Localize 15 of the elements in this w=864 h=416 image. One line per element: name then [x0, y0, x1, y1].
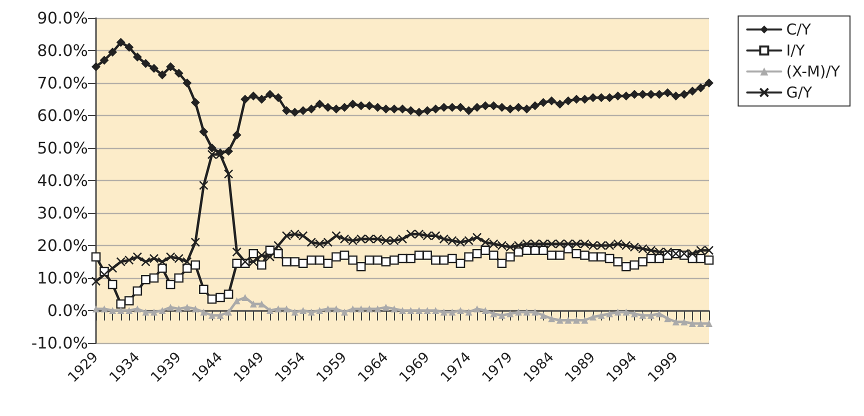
y-tick-label: -10.0% [31, 334, 88, 352]
y-tick-label: 80.0% [37, 41, 88, 60]
y-tick-label: 60.0% [37, 106, 88, 125]
legend-label: (X-M)/Y [786, 62, 841, 80]
y-tick-label: 20.0% [37, 236, 88, 255]
y-tick-label: 50.0% [37, 138, 88, 158]
y-tick-label: 90.0% [37, 8, 88, 28]
legend-label: G/Y [786, 84, 813, 102]
y-tick-label: 0.0% [47, 301, 88, 320]
y-tick-label: 30.0% [37, 204, 88, 222]
y-tick-label: 70.0% [37, 74, 88, 92]
legend-label: C/Y [786, 20, 812, 38]
legend-label: I/Y [786, 42, 806, 60]
y-tick-label: 40.0% [37, 171, 88, 190]
y-tick-label: 10.0% [37, 268, 88, 288]
